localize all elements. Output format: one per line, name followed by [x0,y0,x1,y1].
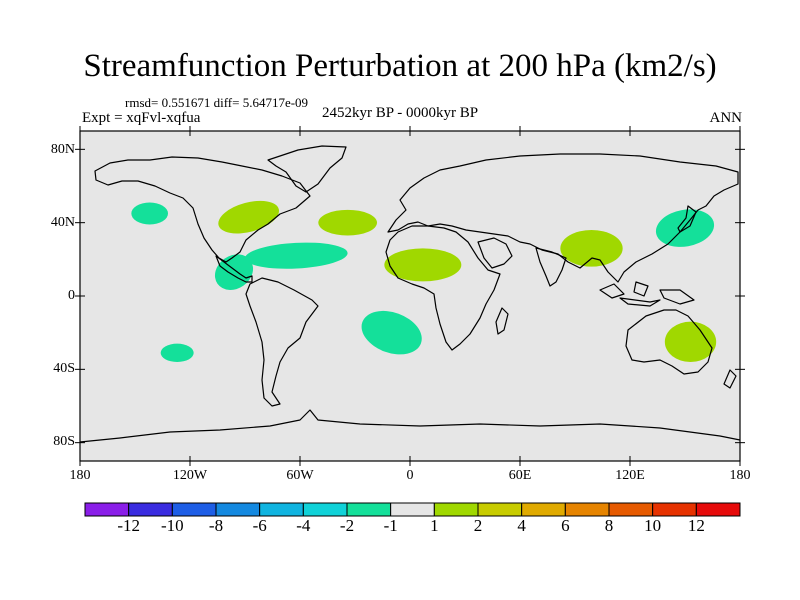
lon-label-0: 0 [406,468,414,483]
feature-cyclone-tropical-atlantic [245,242,348,269]
colorbar-swatch [477,502,523,517]
coastline-australia [625,309,713,375]
coastline-new-zealand [723,369,737,389]
period-label: 2452kyr BP - 0000kyr BP [322,105,479,121]
lon-label-60w: 60W [286,468,314,483]
lon-label-120w: 120W [172,468,208,483]
colorbar-label: -12 [117,516,140,535]
season-label: ANN [709,110,743,126]
coastline-africa [385,225,501,351]
feature-anticyclone-asia [560,230,623,267]
colorbar-swatch [84,502,130,517]
coastline-antarctica [79,409,741,443]
colorbar [84,502,741,517]
lat-label-40s: 40S [53,361,75,376]
lat-label-0: 0 [68,288,75,303]
map-background [80,131,740,461]
colorbar-label: 2 [473,516,483,535]
colorbar-swatch [259,502,304,517]
feature-cyclone-western-pacific [655,209,715,247]
lat-label-80n: 80N [50,142,75,157]
feature-cyclone-south-pacific [160,343,194,363]
coastline-central-america [215,255,253,283]
colorbar-label: 1 [430,516,439,535]
colorbar-label: 10 [644,516,662,535]
lat-label-80s: 80S [53,434,75,449]
colorbar-swatch [346,502,392,517]
colorbar-label: 4 [517,516,526,535]
experiment-label: Expt = xqFvl-xqfua [82,110,201,126]
coastline-north-america [94,156,311,263]
colorbar-swatch [433,502,479,517]
perturbation-features [131,200,717,363]
colorbar-label: -10 [160,516,184,535]
coastline-japan [677,205,697,233]
colorbar-label: 12 [687,516,705,535]
colorbar-label: -2 [339,516,355,535]
lon-label-60e: 60E [508,468,532,483]
lon-label-180w: 180 [69,468,91,483]
coastline-eurasia [387,153,739,283]
colorbar-swatch [215,502,261,517]
lat-label-40n: 40N [50,215,75,230]
colorbar-swatch [128,502,173,517]
colorbar-swatch [695,502,741,517]
colorbar-label: -1 [383,516,398,535]
colorbar-swatch [564,502,610,517]
coastlines [79,145,741,443]
feature-anticyclone-australia [664,321,717,363]
colorbar-swatch [171,502,217,517]
colorbar-swatch [521,502,566,517]
colorbar-label: -8 [208,516,224,535]
colorbar-swatch [652,502,697,517]
statistics-text: rmsd= 0.551671 diff= 5.64717e-09 [125,95,309,110]
feature-cyclone-north-pacific [131,202,169,225]
feature-cyclone-south-atlantic [361,310,422,355]
coastline-south-america [245,277,319,407]
coastline-india [535,247,567,287]
coastline-madagascar [495,307,509,335]
lon-label-120e: 120E [615,468,645,483]
coastline-arabia [477,237,513,269]
feature-anticyclone-north-africa [384,248,462,282]
colorbar-label: -6 [252,516,267,535]
colorbar-swatch [390,502,435,517]
colorbar-label: 8 [604,516,614,535]
colorbar-label: 6 [561,516,570,535]
colorbar-swatch [608,502,654,517]
colorbar-swatch [302,502,348,517]
feature-anticyclone-north-atlantic [318,209,377,236]
colorbar-label: -4 [296,516,311,535]
figure-title: Streamfunction Perturbation at 200 hPa (… [83,48,717,84]
axis-ticks [75,126,745,466]
coastline-greenland [267,145,347,193]
lon-label-180e: 180 [729,468,751,483]
coastline-indonesia [599,281,695,307]
feature-anticyclone-north-america [218,200,280,234]
